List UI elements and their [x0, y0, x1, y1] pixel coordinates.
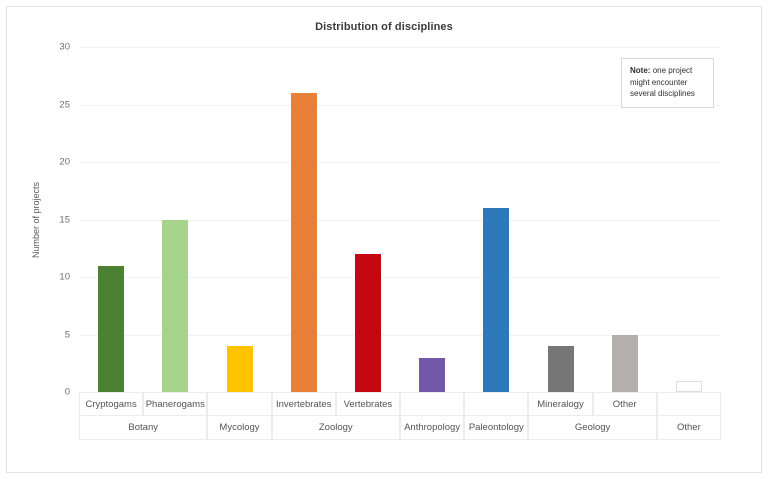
bar-mineralogy-7[interactable]	[547, 346, 574, 392]
x-axis-subcategory-row: Cryptogams Phanerogams Invertebrates Verteb…	[79, 392, 721, 416]
x-axis-group-mycology-1: Mycology	[207, 416, 272, 440]
x-axis-subcategory-invertebrates: Invertebrates	[271, 392, 336, 416]
gridline: 5	[65, 329, 721, 340]
bar-other-9[interactable]	[675, 380, 702, 392]
x-axis-subcategory-mineralogy: Mineralogy	[528, 392, 593, 416]
y-axis-tick-label: 25	[59, 99, 70, 110]
y-axis-tick-label: 5	[64, 329, 70, 340]
gridline: 25	[59, 99, 721, 110]
bar-vertebrates-4[interactable]	[354, 254, 381, 392]
x-axis-group-paleontology-4: Paleontology	[464, 416, 529, 440]
y-axis-title-label: Number of projects	[31, 181, 41, 258]
x-axis-subcategory-mycology	[207, 392, 272, 416]
y-axis-tick-label: 10	[59, 271, 70, 283]
x-axis-group-botany-0: Botany	[79, 416, 208, 440]
bar-paleontology-6[interactable]	[483, 208, 510, 392]
note-label: Note:	[630, 66, 651, 75]
bar-invertebrates-3[interactable]	[290, 93, 317, 392]
bar-cryptogams-0[interactable]	[98, 265, 125, 392]
x-axis-subcategory-paleontology	[464, 392, 529, 416]
x-axis-subcategory-anthropology	[400, 392, 465, 416]
x-axis: Cryptogams Phanerogams Invertebrates Verteb…	[79, 392, 721, 440]
bar-phanerogams-1[interactable]	[162, 219, 189, 392]
y-axis-tick-label: 20	[59, 156, 70, 168]
x-axis-subcategory-vertebrates: Vertebrates	[335, 392, 400, 416]
bar-anthropology-5[interactable]	[419, 357, 446, 392]
note-text: one project might encounter several disc…	[630, 66, 695, 99]
y-axis-tick-label: 15	[59, 214, 70, 225]
x-axis-group-anthropology-3: Anthropology	[400, 416, 465, 440]
gridline: 30	[59, 42, 721, 53]
x-axis-subcategory-other	[656, 392, 721, 416]
y-axis-tick-label: 0	[64, 386, 70, 398]
note-annotation: Note: one project might encounter severa…	[621, 58, 714, 108]
x-axis-group-other-6: Other	[656, 416, 721, 440]
gridline: 15	[59, 214, 721, 225]
page-title: Distribution of disciplines	[315, 21, 453, 33]
x-axis-group-zoology-2: Zoology	[271, 416, 400, 440]
x-axis-group-row: Botany Mycology Zoology Anthropology Paleont…	[79, 416, 721, 440]
plot-area: 0 5 10 15 20 25 30	[59, 42, 721, 398]
bar-series	[79, 47, 721, 392]
bar-mycology-2[interactable]	[226, 346, 253, 392]
gridline: 20	[59, 157, 721, 168]
y-axis-tick-label: 30	[59, 41, 70, 53]
chart-figure: Distribution of disciplines Number of pr…	[6, 6, 762, 473]
x-axis-subcategory-other: Other	[592, 392, 657, 416]
bar-other-8[interactable]	[611, 334, 638, 392]
x-axis-subcategory-phanerogams: Phanerogams	[143, 392, 208, 416]
x-axis-subcategory-cryptogams: Cryptogams	[79, 392, 144, 416]
gridline: 10	[59, 272, 721, 283]
x-axis-group-geology-5: Geology	[528, 416, 657, 440]
y-axis-title: Number of projects	[29, 47, 43, 392]
